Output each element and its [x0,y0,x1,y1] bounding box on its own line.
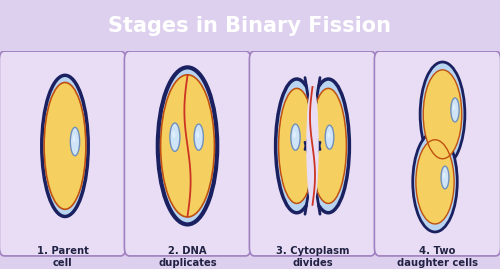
Ellipse shape [423,70,462,159]
FancyBboxPatch shape [374,51,500,256]
Ellipse shape [170,123,180,151]
Ellipse shape [325,125,334,149]
Ellipse shape [160,75,214,217]
Text: 3. Cytoplasm
divides: 3. Cytoplasm divides [276,246,349,268]
Ellipse shape [328,132,330,138]
Ellipse shape [278,89,315,203]
Ellipse shape [293,131,296,138]
Ellipse shape [307,79,350,213]
Ellipse shape [276,79,318,213]
Text: 2. DNA
duplicates: 2. DNA duplicates [158,246,217,268]
Text: Stages in Binary Fission: Stages in Binary Fission [108,16,392,36]
Ellipse shape [412,132,458,232]
Ellipse shape [299,86,326,119]
Ellipse shape [44,83,86,209]
Ellipse shape [158,67,217,224]
Ellipse shape [304,74,321,218]
Ellipse shape [291,124,300,150]
Ellipse shape [443,172,446,178]
FancyBboxPatch shape [250,51,376,256]
Ellipse shape [306,85,319,207]
Ellipse shape [416,140,454,224]
FancyBboxPatch shape [0,51,126,256]
Ellipse shape [194,124,203,150]
Ellipse shape [42,75,88,217]
Ellipse shape [70,128,80,156]
Ellipse shape [72,135,76,142]
Ellipse shape [441,166,449,189]
Ellipse shape [453,105,456,111]
Ellipse shape [420,62,465,167]
Ellipse shape [451,98,459,122]
Text: 4. Two
daughter cells: 4. Two daughter cells [397,246,478,268]
FancyBboxPatch shape [124,51,250,256]
Ellipse shape [310,89,346,203]
Text: 1. Parent
cell: 1. Parent cell [36,246,88,268]
Ellipse shape [196,131,199,138]
Ellipse shape [172,131,176,138]
